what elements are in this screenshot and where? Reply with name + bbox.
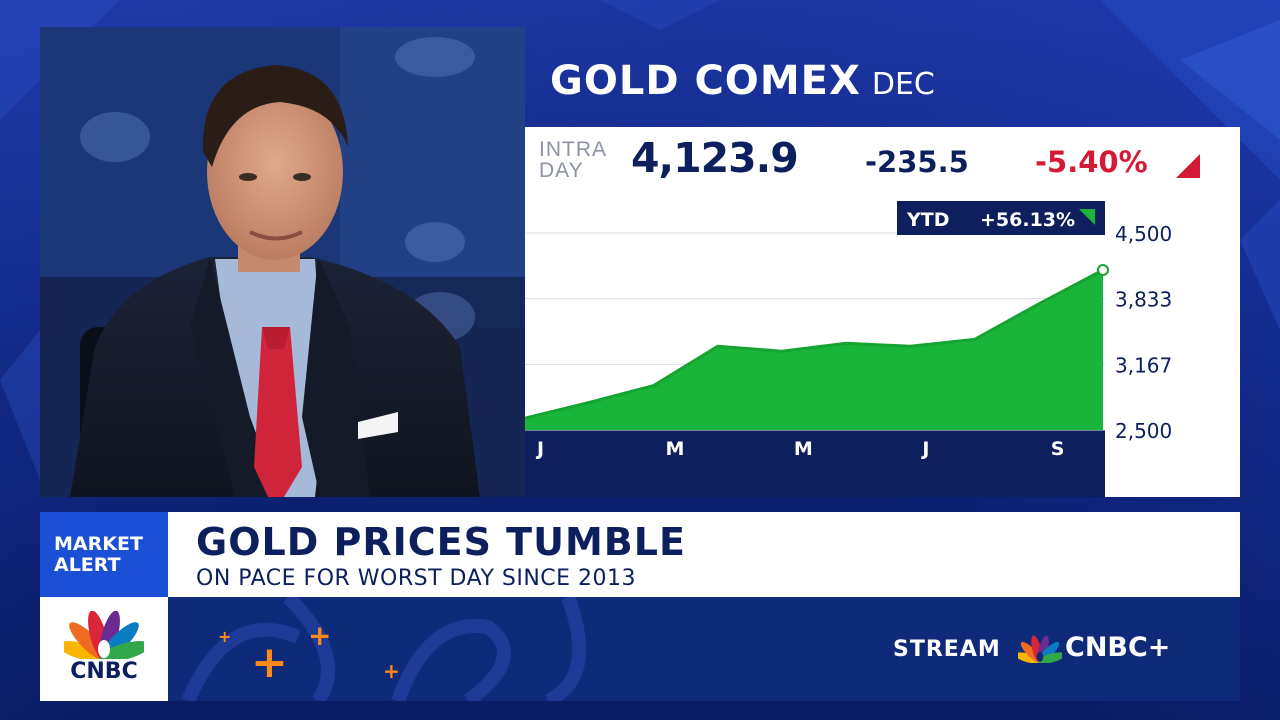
net-change: -235.5 xyxy=(865,145,969,179)
subheadline: ON PACE FOR WORST DAY SINCE 2013 xyxy=(196,566,637,591)
stream-product: CNBC+ xyxy=(1065,632,1171,663)
x-tick-label: J xyxy=(535,438,544,460)
plus-icon: + xyxy=(308,619,332,652)
intraday-label: INTRA DAY xyxy=(539,138,607,182)
y-axis-band xyxy=(1105,193,1240,497)
contract-month: DEC xyxy=(871,67,935,102)
network-name: CNBC xyxy=(70,659,138,684)
network-logo: CNBC xyxy=(40,597,168,701)
quote-strip: INTRA DAY 4,123.9 -235.5 -5.40% xyxy=(525,127,1240,194)
price-line xyxy=(525,268,1104,420)
plus-icon: + xyxy=(251,637,288,688)
x-tick-label: J xyxy=(920,438,929,460)
last-price-marker xyxy=(1097,264,1109,277)
ytd-value: +56.13% xyxy=(980,209,1075,231)
chart-title: GOLD COMEX DEC xyxy=(550,58,935,114)
ytd-label: YTD xyxy=(906,209,950,231)
ytd-badge: YTD +56.13% xyxy=(897,201,1105,235)
y-tick-label: 3,833 xyxy=(1115,288,1172,312)
x-tick-label: S xyxy=(1051,438,1065,460)
price-area xyxy=(525,270,1103,430)
down-triangle-icon xyxy=(1176,154,1200,178)
x-tick-label: M xyxy=(665,438,684,460)
headline-banner: GOLD PRICES TUMBLE ON PACE FOR WORST DAY… xyxy=(168,512,1240,597)
plus-icon: + xyxy=(218,627,232,646)
y-tick-label: 3,167 xyxy=(1115,353,1172,377)
price-chart: 4,500 3,833 3,167 2,500 J M M J S YTD +56.13% xyxy=(525,193,1240,497)
last-price: 4,123.9 xyxy=(631,134,799,182)
guest-video-feed xyxy=(40,27,525,497)
headline: GOLD PRICES TUMBLE xyxy=(196,520,686,564)
x-tick-label: M xyxy=(794,438,813,460)
x-axis-band xyxy=(525,430,1105,497)
plus-icon: + xyxy=(383,659,400,683)
promo-bar: + + + + STREAM CNBC+ xyxy=(168,597,1240,701)
percent-change: -5.40% xyxy=(1035,145,1148,179)
promo-pattern xyxy=(181,597,587,701)
stream-label: STREAM xyxy=(893,637,1001,662)
instrument-name: GOLD COMEX xyxy=(550,58,861,104)
peacock-icon xyxy=(1018,635,1062,663)
chart-canvas: 4,500 3,833 3,167 2,500 J M M J S YTD +56.13% xyxy=(525,193,1240,497)
up-triangle-icon xyxy=(1079,209,1095,225)
y-tick-label: 2,500 xyxy=(1115,419,1172,443)
peacock-icon xyxy=(64,611,144,659)
market-alert-tag: MARKET ALERT xyxy=(40,512,168,597)
y-tick-label: 4,500 xyxy=(1115,222,1172,246)
